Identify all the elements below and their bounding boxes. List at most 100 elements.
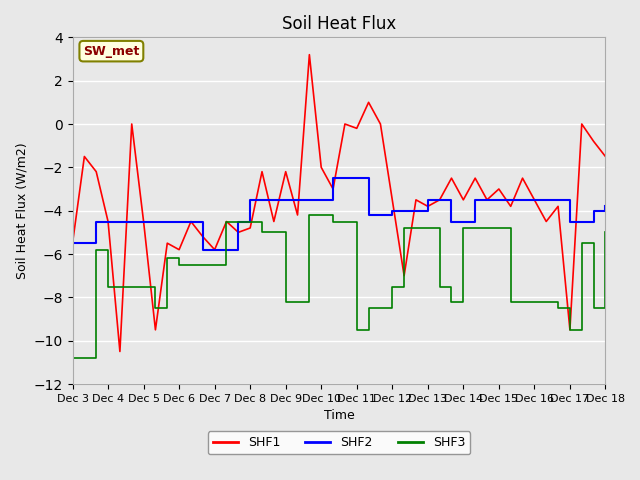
SHF3 xyxy=(365,305,372,311)
SHF1 xyxy=(211,247,218,252)
SHF2 xyxy=(518,197,526,203)
SHF1 xyxy=(305,52,313,58)
SHF1 xyxy=(246,225,254,231)
SHF1 xyxy=(460,197,467,203)
SHF2 xyxy=(495,197,502,203)
SHF1 xyxy=(199,234,207,240)
SHF2 xyxy=(554,197,562,203)
SHF2 xyxy=(199,247,207,252)
SHF3 xyxy=(92,247,100,252)
SHF2 xyxy=(282,197,289,203)
SHF2 xyxy=(460,218,467,224)
SHF3 xyxy=(341,218,349,224)
SHF3 xyxy=(483,225,491,231)
SHF3 xyxy=(234,218,242,224)
SHF1 xyxy=(542,218,550,224)
SHF2 xyxy=(116,218,124,224)
SHF3 xyxy=(116,284,124,289)
SHF2 xyxy=(81,240,88,246)
SHF2 xyxy=(329,175,337,181)
SHF1 xyxy=(92,169,100,175)
SHF3 xyxy=(447,299,455,304)
SHF3 xyxy=(223,218,230,224)
SHF2 xyxy=(187,218,195,224)
SHF2 xyxy=(483,197,491,203)
SHF1 xyxy=(116,348,124,354)
SHF2 xyxy=(365,212,372,218)
SHF3 xyxy=(140,284,147,289)
SHF3 xyxy=(460,225,467,231)
SHF1 xyxy=(365,99,372,105)
Y-axis label: Soil Heat Flux (W/m2): Soil Heat Flux (W/m2) xyxy=(15,143,28,279)
SHF2 xyxy=(246,197,254,203)
SHF1 xyxy=(578,121,586,127)
SHF2 xyxy=(531,197,538,203)
SHF3 xyxy=(424,225,431,231)
SHF1 xyxy=(152,327,159,333)
SHF1 xyxy=(104,218,112,224)
SHF1 xyxy=(388,197,396,203)
SHF2 xyxy=(305,197,313,203)
SHF2 xyxy=(578,218,586,224)
SHF2 xyxy=(471,197,479,203)
SHF2 xyxy=(270,197,278,203)
SHF1 xyxy=(223,218,230,224)
SHF1 xyxy=(140,218,147,224)
SHF1 xyxy=(507,204,515,209)
SHF3 xyxy=(507,299,515,304)
SHF1 xyxy=(589,138,597,144)
SHF2 xyxy=(388,208,396,214)
SHF1 xyxy=(424,204,431,209)
SHF3 xyxy=(175,262,183,268)
SHF1 xyxy=(81,154,88,159)
SHF3 xyxy=(187,262,195,268)
SHF1 xyxy=(341,121,349,127)
SHF2 xyxy=(507,197,515,203)
SHF1 xyxy=(128,121,136,127)
SHF3 xyxy=(388,284,396,289)
SHF2 xyxy=(294,197,301,203)
SHF3 xyxy=(152,305,159,311)
SHF3 xyxy=(518,299,526,304)
SHF2 xyxy=(163,218,171,224)
SHF3 xyxy=(128,284,136,289)
SHF3 xyxy=(282,299,289,304)
SHF1 xyxy=(400,273,408,278)
SHF1 xyxy=(447,175,455,181)
SHF2 xyxy=(400,208,408,214)
SHF2 xyxy=(104,218,112,224)
SHF3 xyxy=(376,305,384,311)
SHF3 xyxy=(412,225,420,231)
SHF1 xyxy=(294,212,301,218)
SHF2 xyxy=(353,175,360,181)
SHF2 xyxy=(436,197,444,203)
Line: SHF3: SHF3 xyxy=(72,215,605,358)
SHF2 xyxy=(175,218,183,224)
SHF1 xyxy=(317,165,325,170)
SHF1 xyxy=(329,186,337,192)
SHF3 xyxy=(471,225,479,231)
X-axis label: Time: Time xyxy=(324,409,355,422)
SHF3 xyxy=(163,255,171,261)
SHF3 xyxy=(211,262,218,268)
SHF3 xyxy=(68,355,76,361)
SHF3 xyxy=(294,299,301,304)
SHF3 xyxy=(578,240,586,246)
SHF2 xyxy=(566,218,573,224)
SHF3 xyxy=(317,212,325,218)
SHF3 xyxy=(589,305,597,311)
SHF3 xyxy=(329,218,337,224)
SHF2 xyxy=(424,197,431,203)
SHF3 xyxy=(199,262,207,268)
SHF3 xyxy=(554,305,562,311)
SHF3 xyxy=(246,218,254,224)
SHF3 xyxy=(602,229,609,235)
SHF3 xyxy=(495,225,502,231)
SHF3 xyxy=(305,212,313,218)
Text: SW_met: SW_met xyxy=(83,45,140,58)
SHF2 xyxy=(447,218,455,224)
SHF3 xyxy=(104,284,112,289)
SHF1 xyxy=(566,327,573,333)
SHF3 xyxy=(353,327,360,333)
SHF3 xyxy=(542,299,550,304)
